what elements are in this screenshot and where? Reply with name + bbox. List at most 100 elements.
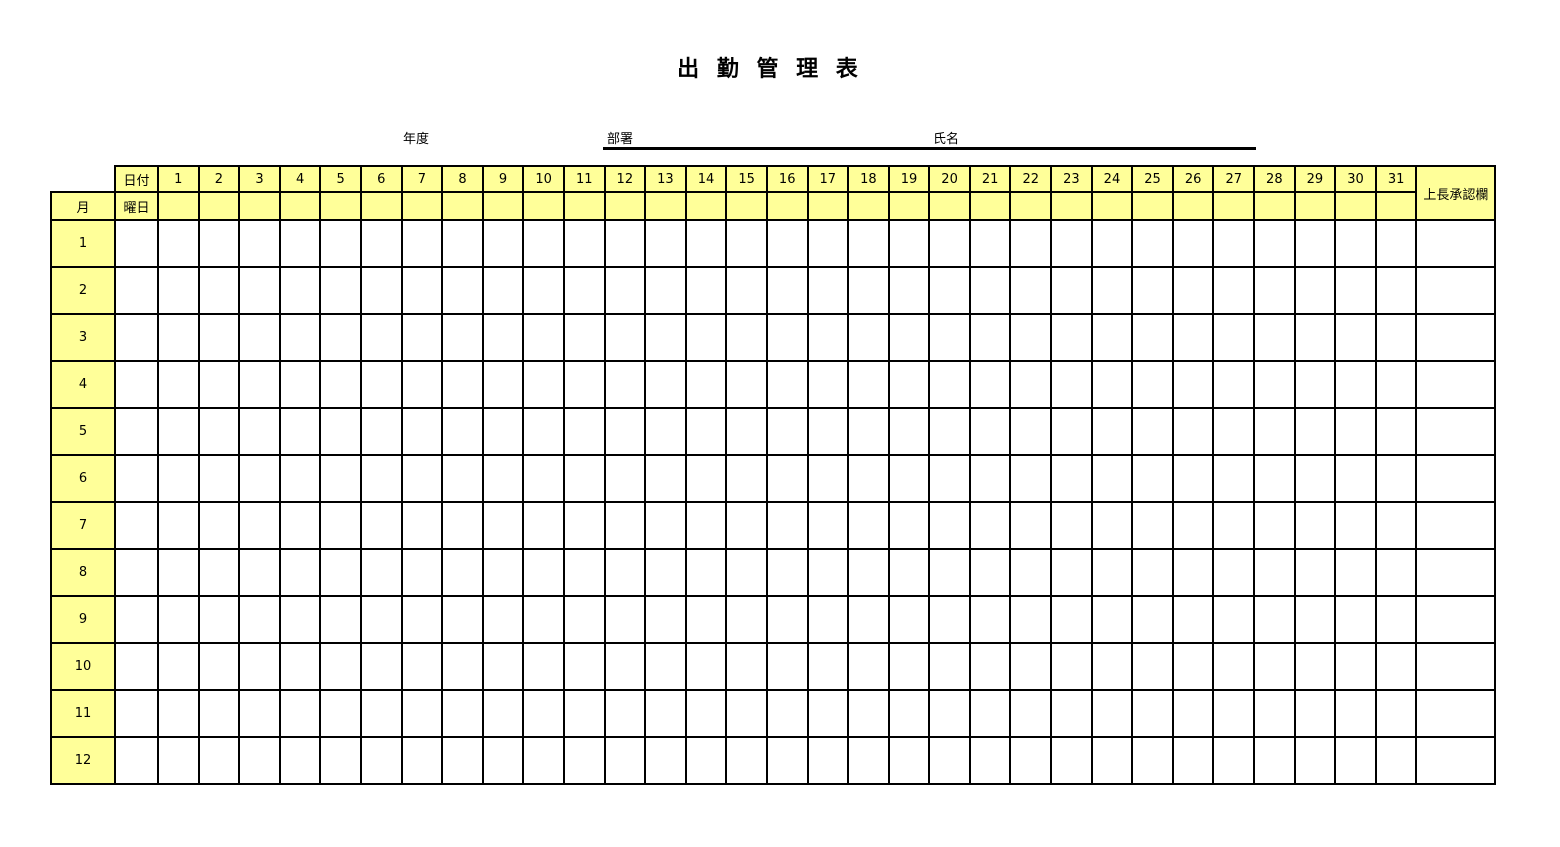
- entry-cell-month-11-day-26[interactable]: [1171, 689, 1215, 738]
- entry-cell-month-2-day-8[interactable]: [441, 266, 484, 315]
- entry-cell-month-4-day-30[interactable]: [1334, 360, 1377, 409]
- entry-cell-month-12-day-20[interactable]: [928, 736, 971, 785]
- entry-cell-month-3-day-4[interactable]: [278, 313, 322, 362]
- entry-cell-month-3-day-21[interactable]: [968, 313, 1012, 362]
- entry-cell-month-2-day-25[interactable]: [1131, 266, 1174, 315]
- entry-cell-month-11-day-14[interactable]: [684, 689, 728, 738]
- entry-cell-month-10-day-17[interactable]: [806, 642, 850, 691]
- entry-cell-month-2-day-29[interactable]: [1293, 266, 1337, 315]
- entry-cell-month-3-day-26[interactable]: [1171, 313, 1215, 362]
- entry-cell-month-1-day-3[interactable]: [238, 219, 281, 268]
- entry-cell-month-8-day-14[interactable]: [684, 548, 728, 597]
- entry-cell-month-10-day-27[interactable]: [1212, 642, 1256, 691]
- entry-cell-month-8-day-10[interactable]: [522, 548, 565, 597]
- entry-cell-month-1-day-19[interactable]: [887, 219, 931, 268]
- entry-cell-month-11-day-11[interactable]: [562, 689, 606, 738]
- entry-cell-month-1-day-29[interactable]: [1293, 219, 1337, 268]
- entry-cell-month-1-day-21[interactable]: [968, 219, 1012, 268]
- entry-cell-month-11-day-18[interactable]: [847, 689, 890, 738]
- entry-cell-month-3-day-29[interactable]: [1293, 313, 1337, 362]
- entry-cell-month-4-day-18[interactable]: [847, 360, 890, 409]
- entry-cell-month-3-day-11[interactable]: [562, 313, 606, 362]
- entry-cell-month-4-day-11[interactable]: [562, 360, 606, 409]
- entry-cell-month-3-day-23[interactable]: [1050, 313, 1093, 362]
- entry-cell-month-6-day-6[interactable]: [359, 454, 403, 503]
- entry-cell-month-1-day-11[interactable]: [562, 219, 606, 268]
- entry-cell-month-10-day-12[interactable]: [603, 642, 647, 691]
- entry-cell-month-6-day-3[interactable]: [238, 454, 281, 503]
- entry-cell-month-9-day-1[interactable]: [157, 595, 200, 644]
- entry-cell-month-2-day-20[interactable]: [928, 266, 971, 315]
- entry-cell-month-12-day-14[interactable]: [684, 736, 728, 785]
- entry-cell-month-11-day-7[interactable]: [400, 689, 444, 738]
- entry-cell-month-11-day-15[interactable]: [725, 689, 768, 738]
- entry-cell-month-9-day-15[interactable]: [725, 595, 768, 644]
- entry-cell-month-10-day-22[interactable]: [1009, 642, 1053, 691]
- entry-cell-month-4-day-28[interactable]: [1253, 360, 1296, 409]
- entry-cell-month-5-day-4[interactable]: [278, 407, 322, 456]
- entry-cell-month-7-day-15[interactable]: [725, 501, 768, 550]
- entry-cell-month-3-day-12[interactable]: [603, 313, 647, 362]
- entry-cell-month-4-day-15[interactable]: [725, 360, 768, 409]
- entry-cell-month-1-day-2[interactable]: [197, 219, 241, 268]
- entry-cell-month-7-day-20[interactable]: [928, 501, 971, 550]
- weekday-cell-day-9[interactable]: [481, 191, 525, 221]
- entry-cell-month-9-day-27[interactable]: [1212, 595, 1256, 644]
- entry-cell-month-12-day-26[interactable]: [1171, 736, 1215, 785]
- entry-cell-month-10-weekday-col[interactable]: [114, 642, 159, 691]
- entry-cell-month-11-day-31[interactable]: [1374, 689, 1418, 738]
- entry-cell-month-5-day-25[interactable]: [1131, 407, 1174, 456]
- entry-cell-month-5-day-26[interactable]: [1171, 407, 1215, 456]
- entry-cell-month-12-day-5[interactable]: [319, 736, 362, 785]
- entry-cell-month-8-day-19[interactable]: [887, 548, 931, 597]
- entry-cell-month-12-day-28[interactable]: [1253, 736, 1296, 785]
- entry-cell-month-4-day-8[interactable]: [441, 360, 484, 409]
- entry-cell-month-10-day-2[interactable]: [197, 642, 241, 691]
- entry-cell-month-7-day-18[interactable]: [847, 501, 890, 550]
- entry-cell-month-4-day-7[interactable]: [400, 360, 444, 409]
- entry-cell-month-7-day-17[interactable]: [806, 501, 850, 550]
- entry-cell-month-4-day-10[interactable]: [522, 360, 565, 409]
- entry-cell-month-7-day-14[interactable]: [684, 501, 728, 550]
- entry-cell-month-8-day-11[interactable]: [562, 548, 606, 597]
- entry-cell-month-7-day-1[interactable]: [157, 501, 200, 550]
- entry-cell-month-9-day-20[interactable]: [928, 595, 971, 644]
- entry-cell-month-3-day-17[interactable]: [806, 313, 850, 362]
- entry-cell-month-9-day-30[interactable]: [1334, 595, 1377, 644]
- entry-cell-month-9-day-25[interactable]: [1131, 595, 1174, 644]
- weekday-cell-day-23[interactable]: [1050, 191, 1093, 221]
- entry-cell-month-2-day-19[interactable]: [887, 266, 931, 315]
- entry-cell-month-6-day-11[interactable]: [562, 454, 606, 503]
- entry-cell-month-7-day-29[interactable]: [1293, 501, 1337, 550]
- entry-cell-month-10-day-19[interactable]: [887, 642, 931, 691]
- entry-cell-month-2-day-4[interactable]: [278, 266, 322, 315]
- entry-cell-month-7-day-26[interactable]: [1171, 501, 1215, 550]
- entry-cell-month-10-day-16[interactable]: [765, 642, 809, 691]
- entry-cell-month-3-day-14[interactable]: [684, 313, 728, 362]
- entry-cell-month-3-day-28[interactable]: [1253, 313, 1296, 362]
- entry-cell-month-9-day-9[interactable]: [481, 595, 525, 644]
- entry-cell-month-12-day-23[interactable]: [1050, 736, 1093, 785]
- entry-cell-month-9-day-24[interactable]: [1090, 595, 1134, 644]
- entry-cell-month-6-day-25[interactable]: [1131, 454, 1174, 503]
- entry-cell-month-12-day-31[interactable]: [1374, 736, 1418, 785]
- entry-cell-month-4-day-12[interactable]: [603, 360, 647, 409]
- entry-cell-month-11-day-9[interactable]: [481, 689, 525, 738]
- entry-cell-month-9-day-17[interactable]: [806, 595, 850, 644]
- entry-cell-month-5-day-14[interactable]: [684, 407, 728, 456]
- entry-cell-month-8-day-4[interactable]: [278, 548, 322, 597]
- entry-cell-month-10-day-8[interactable]: [441, 642, 484, 691]
- entry-cell-month-9-day-19[interactable]: [887, 595, 931, 644]
- entry-cell-month-1-day-20[interactable]: [928, 219, 971, 268]
- entry-cell-month-4-day-17[interactable]: [806, 360, 850, 409]
- entry-cell-month-1-day-18[interactable]: [847, 219, 890, 268]
- entry-cell-month-1-day-22[interactable]: [1009, 219, 1053, 268]
- entry-cell-month-7-day-19[interactable]: [887, 501, 931, 550]
- entry-cell-month-2-day-13[interactable]: [644, 266, 687, 315]
- entry-cell-month-9-day-22[interactable]: [1009, 595, 1053, 644]
- entry-cell-month-4-day-4[interactable]: [278, 360, 322, 409]
- entry-cell-month-7-day-27[interactable]: [1212, 501, 1256, 550]
- entry-cell-month-10-day-4[interactable]: [278, 642, 322, 691]
- entry-cell-month-12-day-8[interactable]: [441, 736, 484, 785]
- entry-cell-month-6-day-17[interactable]: [806, 454, 850, 503]
